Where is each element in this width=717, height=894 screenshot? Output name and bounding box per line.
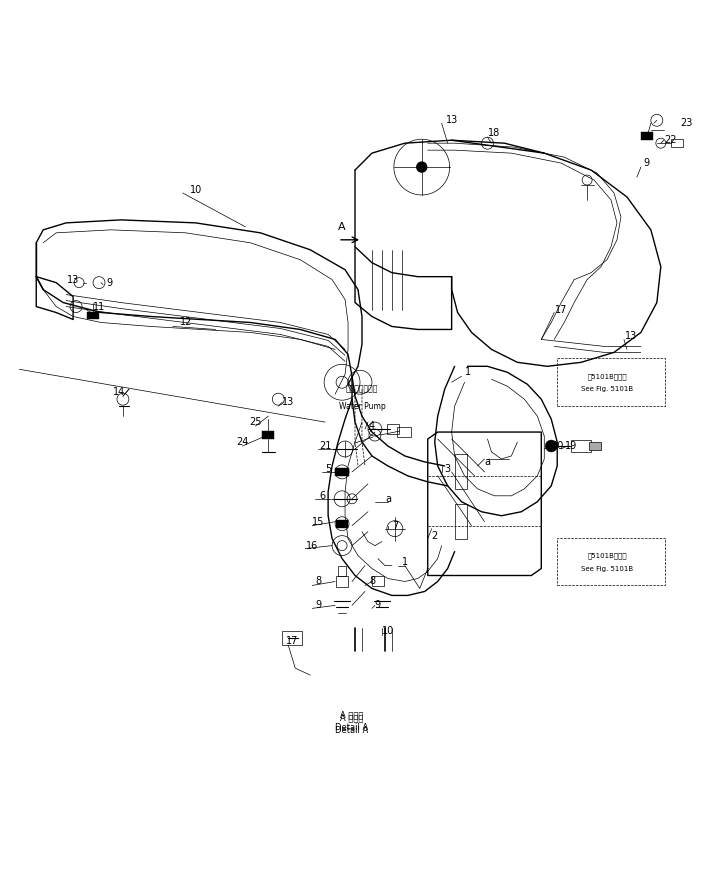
- Bar: [571, 440, 591, 452]
- Text: 15: 15: [312, 517, 324, 527]
- Bar: [557, 537, 665, 586]
- Bar: [387, 424, 399, 434]
- Text: Detail A: Detail A: [336, 727, 369, 736]
- Text: a: a: [485, 457, 490, 467]
- Bar: [338, 566, 346, 576]
- Text: 1: 1: [465, 367, 470, 377]
- Text: 13: 13: [67, 274, 80, 284]
- Text: Detail A: Detail A: [336, 723, 369, 732]
- Bar: [589, 442, 601, 450]
- Text: Water Pump: Water Pump: [338, 401, 385, 410]
- Bar: [282, 631, 303, 645]
- Text: 6: 6: [319, 491, 326, 501]
- Text: ウォータポンプ: ウォータポンプ: [346, 384, 378, 393]
- Bar: [455, 504, 467, 539]
- Text: 4: 4: [369, 421, 375, 431]
- Bar: [336, 519, 348, 527]
- Bar: [335, 468, 349, 476]
- Text: 12: 12: [179, 317, 192, 327]
- Text: 13: 13: [625, 332, 637, 342]
- Text: 3: 3: [445, 464, 451, 474]
- Bar: [262, 431, 275, 439]
- Text: 21: 21: [319, 441, 331, 451]
- Text: 第5101Bの参照: 第5101Bの参照: [587, 373, 627, 380]
- Text: 第5101Bの参照: 第5101Bの参照: [587, 552, 627, 559]
- Bar: [671, 139, 683, 148]
- Bar: [641, 132, 653, 140]
- Bar: [336, 576, 348, 587]
- Text: 5: 5: [325, 464, 331, 474]
- Text: 9: 9: [644, 158, 650, 168]
- Text: 13: 13: [282, 397, 295, 407]
- Text: 23: 23: [680, 118, 693, 128]
- Text: 8: 8: [369, 577, 375, 586]
- Text: 17: 17: [286, 637, 298, 646]
- Text: 10: 10: [189, 185, 201, 195]
- Bar: [455, 454, 467, 489]
- Text: 8: 8: [315, 577, 321, 586]
- Text: A 詳細図: A 詳細図: [341, 713, 364, 722]
- Text: 9: 9: [375, 601, 381, 611]
- Text: 24: 24: [237, 437, 249, 447]
- Bar: [87, 311, 99, 319]
- Text: 9: 9: [315, 601, 321, 611]
- Text: 10: 10: [381, 627, 394, 637]
- Text: 18: 18: [488, 128, 500, 139]
- Text: 7: 7: [391, 520, 398, 531]
- Bar: [557, 358, 665, 406]
- Text: 25: 25: [249, 417, 262, 427]
- Text: A: A: [338, 222, 346, 232]
- Text: 2: 2: [432, 531, 438, 541]
- Text: A 詳細図: A 詳細図: [341, 711, 364, 720]
- Circle shape: [545, 440, 557, 452]
- Text: 1: 1: [402, 557, 408, 567]
- Bar: [397, 427, 411, 437]
- Circle shape: [417, 162, 427, 172]
- Text: 13: 13: [445, 115, 457, 125]
- Text: 19: 19: [565, 441, 577, 451]
- Text: See Fig. 5101B: See Fig. 5101B: [581, 386, 633, 392]
- Text: 17: 17: [555, 305, 567, 315]
- Text: 16: 16: [306, 541, 318, 551]
- Bar: [372, 577, 384, 586]
- Text: 11: 11: [93, 301, 105, 311]
- Text: See Fig. 5101B: See Fig. 5101B: [581, 566, 633, 571]
- Text: 14: 14: [113, 387, 125, 397]
- Text: 20: 20: [551, 441, 564, 451]
- Text: a: a: [385, 493, 391, 504]
- Text: 22: 22: [665, 135, 677, 145]
- Text: 9: 9: [106, 278, 112, 288]
